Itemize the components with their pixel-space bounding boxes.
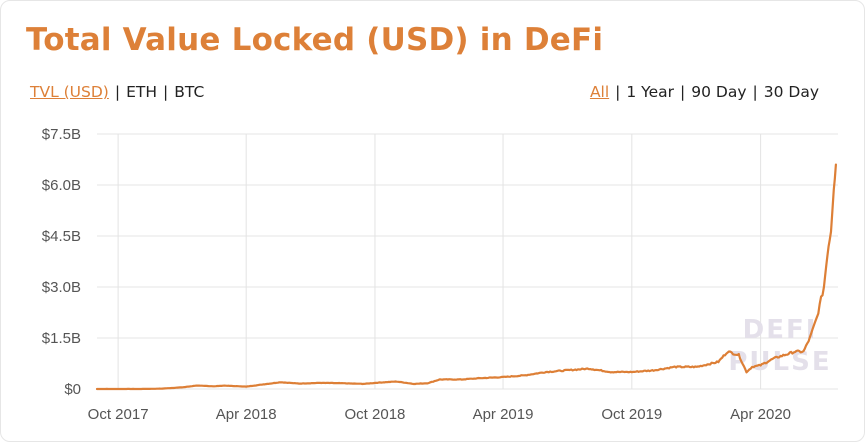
- x-tick-label: Oct 2017: [88, 406, 149, 423]
- range-option-30-day[interactable]: 30 Day: [763, 83, 819, 101]
- watermark-text: DEFI: [743, 315, 818, 345]
- unit-toggle: TVL (USD) | ETH | BTC: [30, 83, 204, 101]
- chart-grid: [97, 133, 838, 390]
- y-tick-label: $4.5B: [42, 228, 81, 245]
- y-tick-label: $7.5B: [42, 126, 81, 143]
- x-tick-label: Apr 2020: [730, 406, 791, 423]
- page-title: Total Value Locked (USD) in DeFi: [26, 22, 604, 58]
- toggle-separator: |: [680, 83, 686, 101]
- x-tick-label: Oct 2019: [601, 406, 662, 423]
- watermark-text: PULSE: [728, 347, 831, 377]
- range-option-90-day[interactable]: 90 Day: [691, 83, 747, 101]
- toggle-separator: |: [163, 83, 169, 101]
- y-tick-label: $0: [64, 381, 81, 398]
- toggle-separator: |: [615, 83, 621, 101]
- range-option-1-year[interactable]: 1 Year: [626, 83, 674, 101]
- unit-option-btc[interactable]: BTC: [174, 83, 205, 101]
- unit-option-tvl-usd[interactable]: TVL (USD): [30, 83, 109, 101]
- toggle-separator: |: [752, 83, 758, 101]
- range-option-all[interactable]: All: [589, 83, 610, 101]
- toggle-separator: |: [114, 83, 121, 101]
- x-tick-label: Apr 2018: [216, 406, 277, 423]
- x-axis-ticks: Oct 2017 Apr 2018 Oct 2018 Apr 2019 Oct 2019…: [88, 406, 791, 423]
- range-toggle: All | 1 Year | 90 Day | 30 Day: [590, 83, 819, 101]
- x-tick-label: Oct 2018: [345, 406, 406, 423]
- series-layer: [95, 163, 837, 391]
- y-tick-label: $6.0B: [42, 177, 81, 194]
- unit-option-eth[interactable]: ETH: [126, 83, 158, 101]
- y-tick-label: $1.5B: [42, 330, 81, 347]
- tvl-series-line[interactable]: [95, 163, 837, 391]
- x-tick-label: Apr 2019: [473, 406, 534, 423]
- y-tick-label: $3.0B: [42, 279, 81, 296]
- y-axis-ticks: $0 $1.5B $3.0B $4.5B $6.0B $7.5B: [42, 126, 81, 398]
